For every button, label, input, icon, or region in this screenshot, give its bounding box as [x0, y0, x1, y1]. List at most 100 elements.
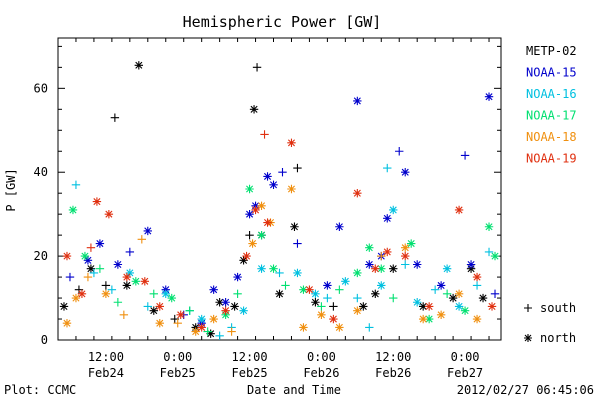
data-point	[371, 289, 380, 299]
legend: METP-02 NOAA-15 NOAA-16 NOAA-17 NOAA-18 NOAA-…	[526, 44, 577, 166]
data-point	[155, 319, 164, 328]
data-point	[401, 260, 410, 269]
data-point	[239, 256, 248, 265]
data-point	[389, 293, 398, 303]
data-point	[71, 293, 81, 303]
data-point	[359, 302, 368, 311]
data-point	[245, 209, 254, 219]
data-point	[239, 306, 248, 315]
data-point	[83, 272, 93, 282]
data-point	[341, 277, 350, 286]
marker-legend-label: south	[540, 301, 576, 315]
x-tick-date-label: Feb26	[375, 366, 411, 380]
data-point	[424, 314, 434, 324]
data-point	[305, 285, 314, 294]
data-point	[233, 272, 242, 282]
data-point	[293, 239, 302, 248]
data-point	[418, 314, 428, 324]
data-point	[77, 289, 87, 299]
data-point	[149, 289, 158, 299]
x-tick-time-label: 0:00	[307, 350, 336, 364]
data-point	[161, 289, 170, 299]
data-point	[377, 251, 386, 261]
data-point	[323, 293, 332, 303]
data-point	[92, 197, 102, 206]
data-point	[353, 268, 362, 278]
legend-entry: METP-02	[526, 44, 577, 58]
data-point	[317, 310, 326, 320]
y-tick-label: 0	[41, 333, 48, 347]
x-tick-time-label: 12:00	[232, 350, 268, 364]
data-point	[389, 205, 398, 215]
plot-timestamp: 2012/02/27 06:45:06	[457, 383, 594, 397]
x-tick-time-label: 0:00	[163, 350, 192, 364]
legend-entry: NOAA-15	[526, 66, 577, 80]
x-tick-time-label: 0:00	[451, 350, 480, 364]
data-point	[472, 314, 482, 324]
data-point	[143, 226, 152, 236]
y-axis: 0 20 40 60	[34, 45, 501, 347]
data-point	[293, 163, 302, 173]
data-point	[371, 264, 380, 273]
data-point	[281, 281, 290, 290]
data-point	[185, 306, 194, 315]
data-point	[436, 281, 446, 290]
data-point	[365, 260, 374, 269]
data-point	[167, 293, 176, 303]
data-point	[278, 168, 287, 177]
data-point	[83, 256, 93, 265]
data-point	[86, 264, 96, 273]
data-points	[59, 61, 500, 341]
data-point	[125, 247, 135, 257]
data-point	[335, 222, 344, 231]
legend-entry: NOAA-19	[526, 152, 577, 166]
data-point	[257, 264, 266, 273]
data-point	[412, 260, 422, 269]
y-tick-label: 40	[34, 165, 48, 179]
marker-legend-symbol	[524, 334, 532, 342]
data-point	[263, 172, 272, 181]
data-point	[215, 331, 224, 341]
data-point	[323, 281, 332, 290]
data-point	[122, 281, 132, 290]
x-tick-date-label: Feb27	[447, 366, 483, 380]
data-point	[221, 298, 230, 307]
data-point	[412, 298, 422, 307]
data-point	[104, 209, 114, 219]
data-point	[119, 310, 129, 320]
data-point	[65, 272, 75, 282]
x-tick-date-label: Feb24	[88, 366, 124, 380]
x-axis: 12:00 Feb24 0:00 Feb25 12:00 Feb25 0:00 Feb26 12…	[57, 38, 490, 380]
data-point	[329, 302, 338, 311]
data-point	[173, 319, 182, 328]
data-point	[311, 289, 320, 299]
data-point	[206, 329, 215, 338]
data-point	[299, 285, 308, 294]
data-point	[377, 281, 386, 290]
data-point	[110, 113, 120, 122]
data-point	[230, 302, 239, 311]
data-point	[353, 293, 362, 303]
data-point	[454, 302, 464, 311]
data-point	[317, 302, 326, 311]
data-point	[487, 302, 497, 311]
data-point	[460, 306, 470, 315]
data-point	[257, 230, 266, 240]
data-point	[257, 201, 266, 210]
x-tick-date-label: Feb25	[160, 366, 196, 380]
data-point	[252, 63, 262, 72]
data-point	[134, 61, 144, 70]
data-point	[460, 151, 470, 160]
data-point	[101, 289, 111, 299]
data-point	[68, 205, 78, 215]
data-point	[484, 247, 494, 257]
data-point	[95, 239, 105, 248]
y-axis-label: P [GW]	[4, 168, 18, 211]
marker-legend: south north	[524, 301, 576, 345]
data-point	[245, 230, 254, 240]
data-point	[122, 272, 132, 282]
data-point	[260, 130, 269, 139]
data-point	[107, 285, 117, 294]
x-tick-date-label: Feb26	[303, 366, 339, 380]
x-axis-label: Date and Time	[247, 383, 341, 397]
